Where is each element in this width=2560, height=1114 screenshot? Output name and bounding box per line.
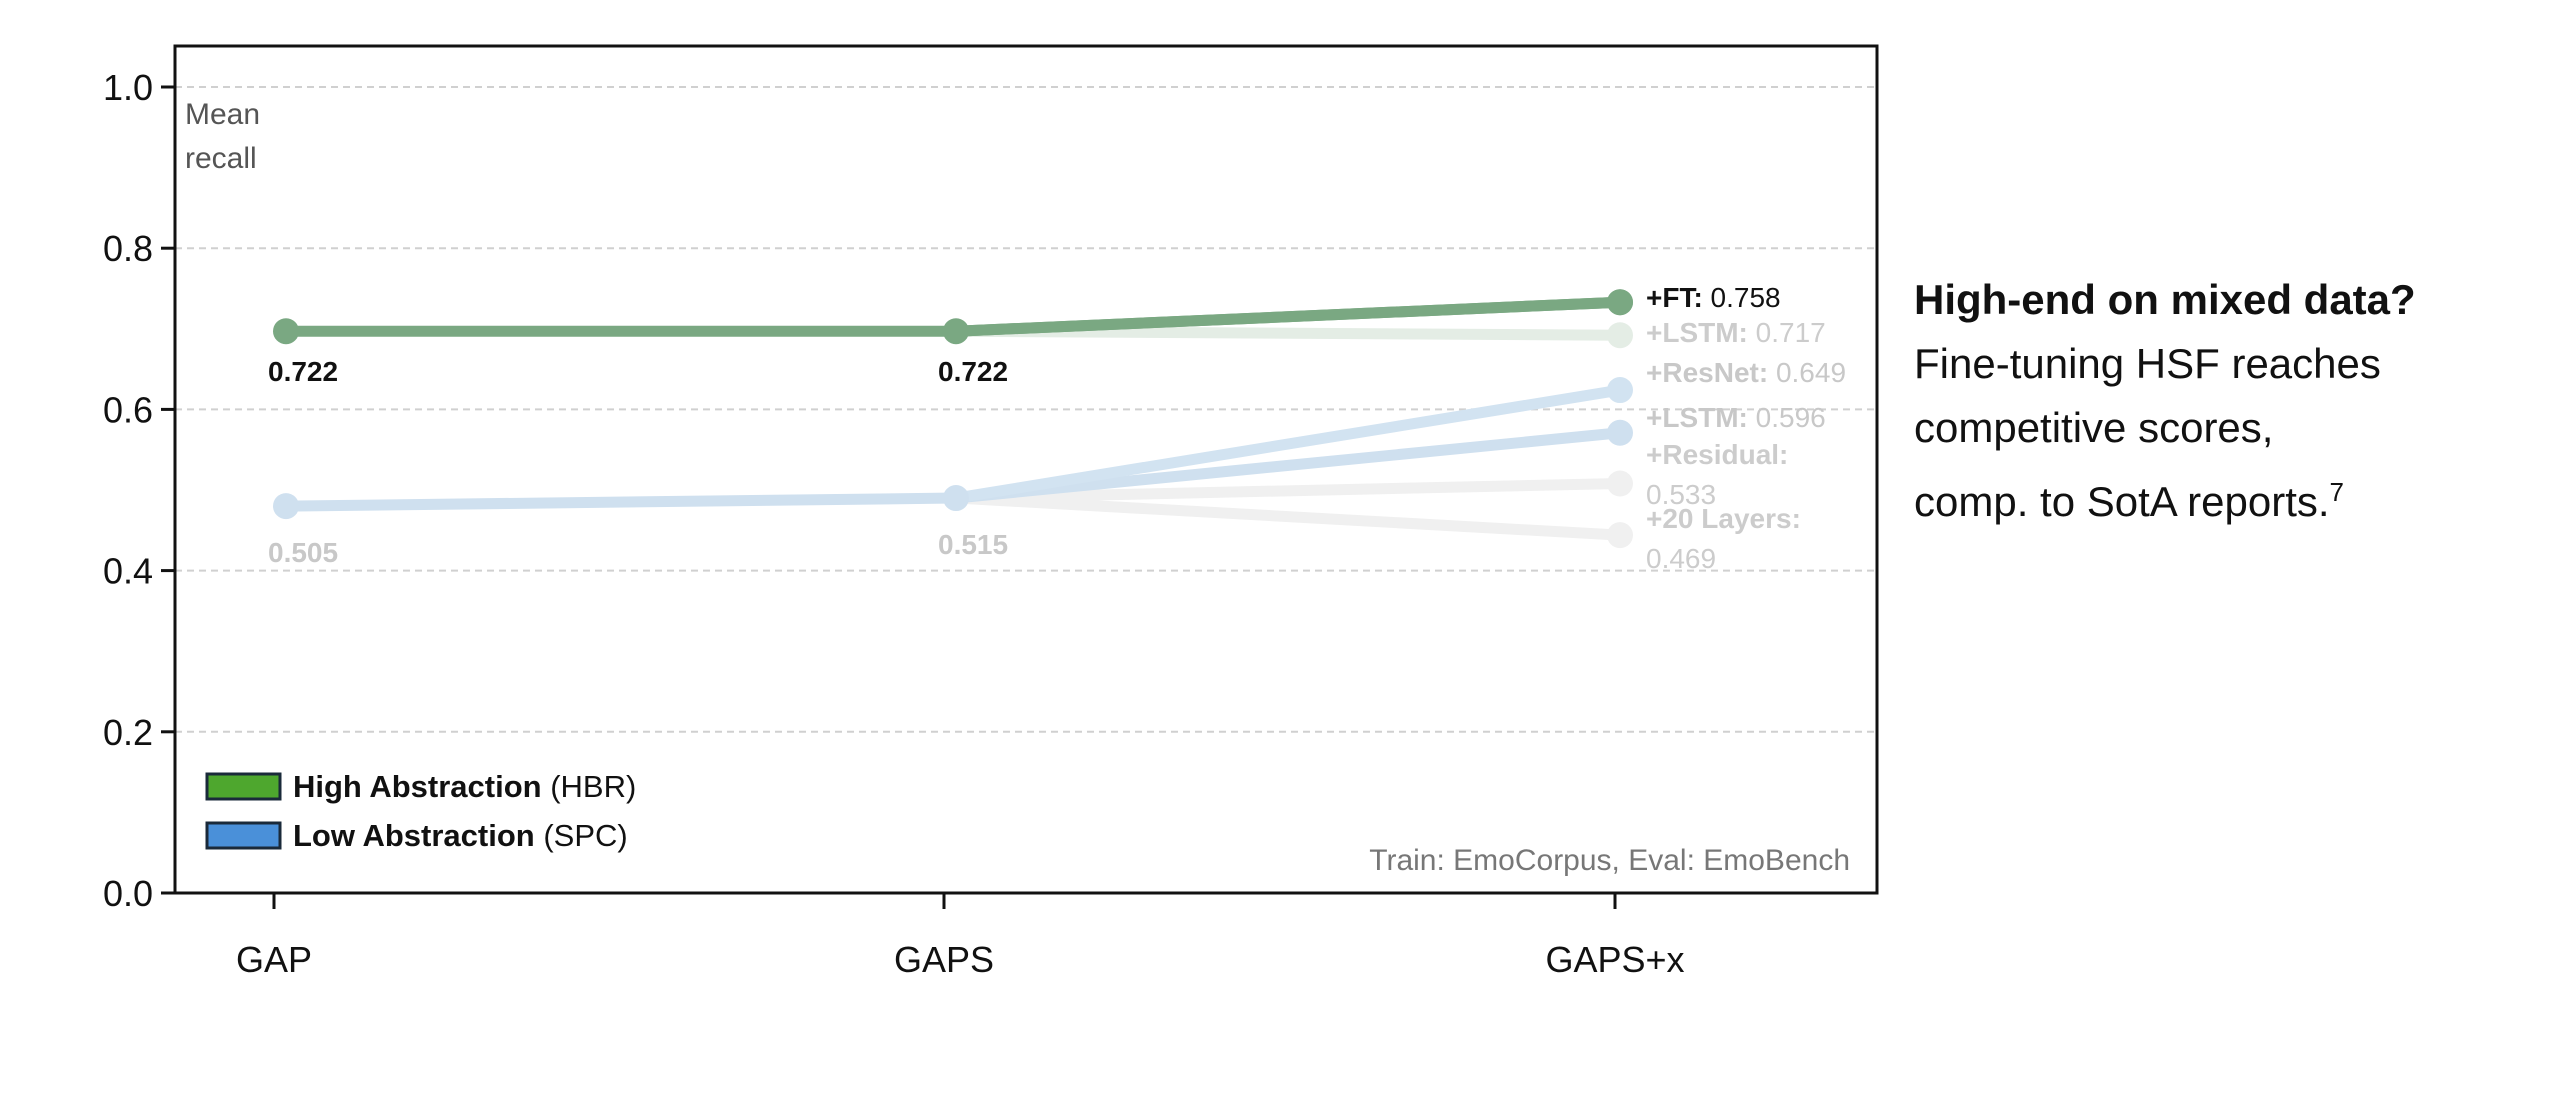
variant-label: +Residual: 0.533 bbox=[1646, 439, 1788, 510]
variant-point bbox=[1607, 470, 1633, 497]
variant-name: +LSTM: bbox=[1646, 402, 1748, 433]
y-axis-label-line: recall bbox=[185, 142, 257, 175]
variant-value: 0.469 bbox=[1646, 543, 1716, 574]
x-tick-label: GAP bbox=[236, 939, 312, 980]
variant-value: 0.649 bbox=[1768, 357, 1846, 388]
variant-value: 0.533 bbox=[1646, 479, 1716, 510]
y-tick-label: 0.8 bbox=[103, 228, 153, 269]
y-tick-label: 0.0 bbox=[103, 873, 153, 914]
x-tick-label: GAPS bbox=[894, 939, 994, 980]
variant-label: +20 Layers: 0.469 bbox=[1646, 503, 1801, 574]
series-line bbox=[280, 492, 962, 512]
data-label: 0.505 bbox=[268, 537, 338, 568]
variant-line bbox=[950, 325, 1626, 341]
variant-value: 0.758 bbox=[1703, 282, 1781, 313]
y-axis-label-line: Mean bbox=[185, 98, 260, 131]
legend-label: High Abstraction (HBR) bbox=[293, 769, 636, 804]
variant-value: 0.717 bbox=[1748, 317, 1826, 348]
variant-point bbox=[1607, 322, 1633, 349]
variant-name: +20 Layers: bbox=[1646, 503, 1801, 534]
y-tick-label: 0.6 bbox=[103, 389, 153, 430]
variant-line bbox=[950, 478, 1626, 504]
variant-name: +LSTM: bbox=[1646, 317, 1748, 348]
variant-point bbox=[1607, 377, 1633, 404]
variant-label: +LSTM: 0.717 bbox=[1646, 317, 1826, 348]
line-chart: 0.0 0.2 0.4 0.6 0.8 1.0 GAP GAPS GAPS+x Mean recal… bbox=[103, 44, 1879, 980]
side-note-line: comp. to SotA reports. bbox=[1914, 478, 2330, 525]
legend-label-bold: Low Abstraction bbox=[293, 818, 543, 853]
side-note-line: competitive scores, bbox=[1914, 404, 2274, 451]
data-label: 0.515 bbox=[938, 529, 1008, 560]
y-tick-label: 0.4 bbox=[103, 551, 153, 592]
x-tick-label: GAPS+x bbox=[1545, 939, 1684, 980]
y-tick-label: 0.2 bbox=[103, 712, 153, 753]
variant-value: 0.596 bbox=[1748, 402, 1826, 433]
plot-frame bbox=[173, 44, 1879, 895]
variant-label: +FT: 0.758 bbox=[1646, 282, 1781, 313]
y-tick-label: 1.0 bbox=[103, 67, 153, 108]
legend-label: Low Abstraction (SPC) bbox=[293, 818, 628, 853]
variant-label: +LSTM: 0.596 bbox=[1646, 402, 1826, 433]
variant-line bbox=[950, 296, 1626, 337]
series-point bbox=[273, 318, 299, 345]
variant-name: +ResNet: bbox=[1646, 357, 1768, 388]
footnote-marker: 7 bbox=[2329, 477, 2344, 507]
legend-swatch bbox=[205, 772, 282, 801]
variant-name: +FT: bbox=[1646, 282, 1703, 313]
variant-point bbox=[1607, 522, 1633, 549]
data-label: 0.722 bbox=[268, 356, 338, 387]
variant-point bbox=[1607, 419, 1633, 446]
data-label: 0.722 bbox=[938, 356, 1008, 387]
variant-line bbox=[950, 427, 1626, 504]
legend-label-bold: High Abstraction bbox=[293, 769, 550, 804]
variant-name: +Residual: bbox=[1646, 439, 1788, 470]
legend-swatch bbox=[205, 821, 282, 850]
chart-annotation: Train: EmoCorpus, Eval: EmoBench bbox=[1369, 844, 1850, 877]
variant-point bbox=[1607, 289, 1633, 316]
legend-label-rest: (HBR) bbox=[550, 769, 636, 804]
variant-label: +ResNet: 0.649 bbox=[1646, 357, 1846, 388]
variant-line bbox=[950, 492, 1626, 541]
side-note: High-end on mixed data? Fine-tuning HSF … bbox=[1914, 268, 2416, 534]
legend-label-rest: (SPC) bbox=[543, 818, 627, 853]
variant-line bbox=[950, 384, 1626, 504]
side-note-title: High-end on mixed data? bbox=[1914, 276, 2416, 323]
side-note-line: Fine-tuning HSF reaches bbox=[1914, 340, 2381, 387]
series-point bbox=[273, 493, 299, 520]
series-point bbox=[943, 485, 969, 512]
